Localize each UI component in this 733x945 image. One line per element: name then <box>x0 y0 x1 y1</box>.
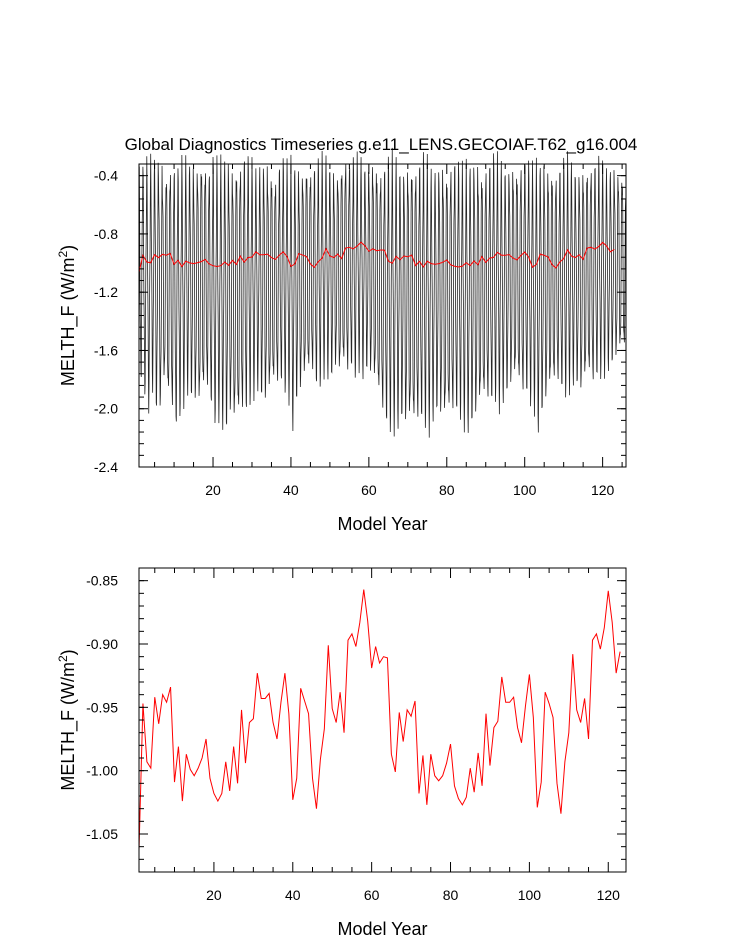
series-monthly-line <box>138 147 627 438</box>
series-annual-mean-line <box>138 589 621 851</box>
chart-title: Global Diagnostics Timeseries g.e11_LENS… <box>125 135 638 154</box>
x-tick-label: 100 <box>518 887 542 903</box>
bottom-panel-ticks: 20 40 60 80 100 120 -0.85 -0.90 -0.95 -1.00 -1.05 <box>86 567 626 903</box>
x-tick-label: 120 <box>597 887 621 903</box>
x-tick-label: 20 <box>206 887 222 903</box>
bottom-panel: 20 40 60 80 100 120-0.85-0.90-0.95-1.00-1.05 … <box>56 567 627 939</box>
x-tick-label: 40 <box>283 482 299 498</box>
x-tick-label: 80 <box>439 482 455 498</box>
y-tick-label: -0.8 <box>94 226 118 242</box>
x-tick-label: 120 <box>591 482 615 498</box>
y-tick-label: -0.4 <box>94 168 118 184</box>
bottom-panel-x-axis-title: Model Year <box>337 919 427 939</box>
bottom-panel-y-axis-title: MELTH_F (W/m2) <box>56 649 79 790</box>
top-panel-y-axis-title: MELTH_F (W/m2) <box>56 245 79 386</box>
x-tick-label: 60 <box>361 482 377 498</box>
x-tick-label: 60 <box>364 887 380 903</box>
series-annual-mean-line <box>138 241 615 273</box>
y-tick-label: -0.85 <box>86 573 118 589</box>
y-tick-label: -1.6 <box>94 342 118 358</box>
x-tick-label: 40 <box>285 887 301 903</box>
y-tick-label: -0.95 <box>86 699 118 715</box>
y-tick-label: -1.2 <box>94 284 118 300</box>
top-panel: 20 40 60 80 100 120 -0.4 -0.8 -1.2 -1.6 -2.0 -2.4 M… <box>56 147 627 534</box>
y-tick-label: -1.05 <box>86 826 118 842</box>
bottom-panel-series <box>138 589 621 851</box>
y-tick-label: -2.0 <box>94 401 118 417</box>
y-tick-label: -1.00 <box>86 763 118 779</box>
y-tick-label: -2.4 <box>94 459 118 475</box>
y-tick-label: -0.90 <box>86 636 118 652</box>
x-tick-label: 20 <box>205 482 221 498</box>
x-tick-label: 80 <box>443 887 459 903</box>
top-panel-series <box>138 147 627 438</box>
top-panel-ticks: 20 40 60 80 100 120 -0.4 -0.8 -1.2 -1.6 -2.0 -2.4 <box>94 163 626 498</box>
top-panel-x-axis-title: Model Year <box>337 514 427 534</box>
x-tick-label: 100 <box>513 482 537 498</box>
